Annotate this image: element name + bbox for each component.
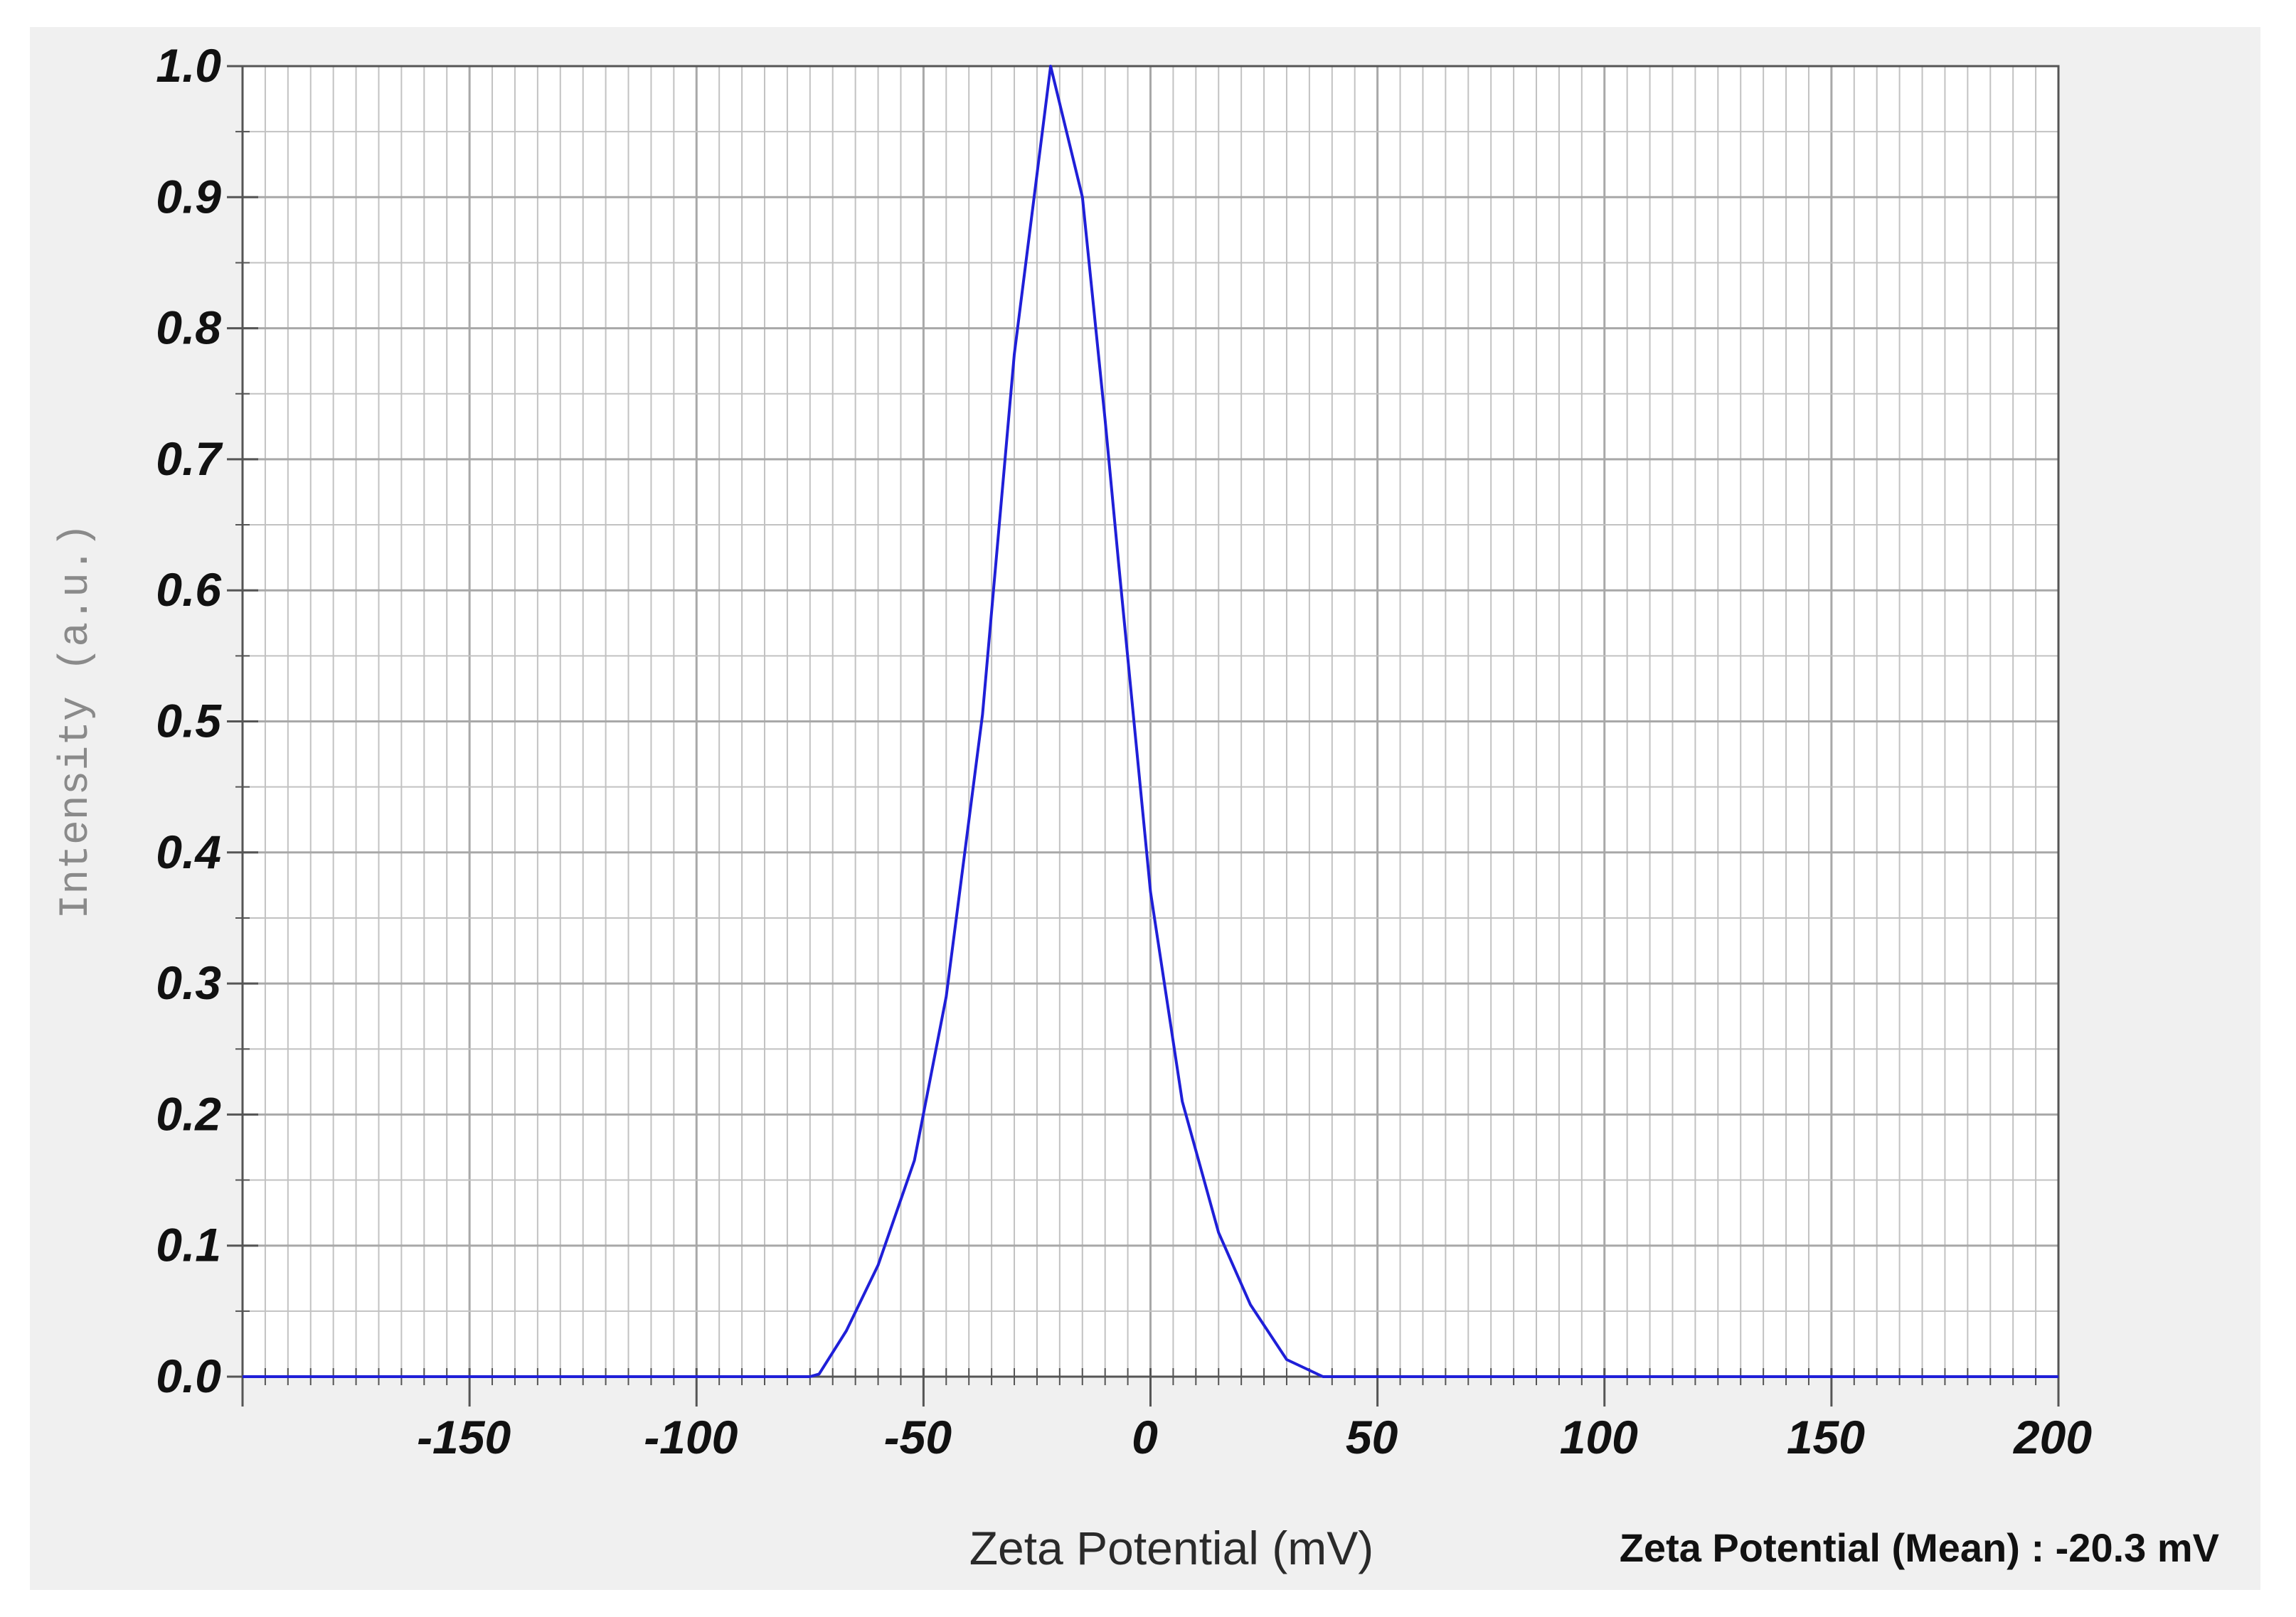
y-tick-label: 0.6 — [156, 563, 222, 616]
series-layer — [243, 65, 2058, 1378]
x-tick-label: 0 — [1132, 1411, 1158, 1463]
y-tick-label: 0.1 — [156, 1219, 221, 1271]
x-tick-label: -150 — [417, 1411, 511, 1463]
x-tick-label: 200 — [2012, 1411, 2092, 1463]
x-tick-label: -50 — [884, 1411, 952, 1463]
grid-lines — [243, 66, 2058, 1377]
y-axis-title: Intensity (a.u.) — [53, 523, 100, 919]
y-tick-label: 0.5 — [156, 695, 222, 747]
series-line-1 — [243, 65, 2058, 1378]
x-tick-label: 150 — [1787, 1411, 1865, 1463]
mean-annotation: Zeta Potential (Mean) : -20.3 mV — [1620, 1525, 2219, 1570]
tick-labels: 0.0 0.1 0.2 0.3 0.4 0.5 0.6 0.7 0.8 0.9 1.0 -150 -10… — [156, 39, 2092, 1463]
y-tick-label: 1.0 — [156, 39, 221, 92]
y-tick-label: 0.2 — [156, 1087, 221, 1140]
y-tick-label: 0.9 — [156, 170, 221, 223]
y-tick-label: 0.0 — [156, 1350, 221, 1402]
y-tick-label: 0.7 — [156, 432, 223, 485]
x-axis-title: Zeta Potential (mV) — [969, 1522, 1374, 1574]
y-tick-label: 0.4 — [156, 826, 221, 878]
x-tick-label: 50 — [1346, 1411, 1398, 1463]
x-tick-label: 100 — [1560, 1411, 1638, 1463]
y-tick-label: 0.8 — [156, 301, 221, 354]
x-tick-label: -100 — [644, 1411, 738, 1463]
y-tick-label: 0.3 — [156, 956, 221, 1009]
